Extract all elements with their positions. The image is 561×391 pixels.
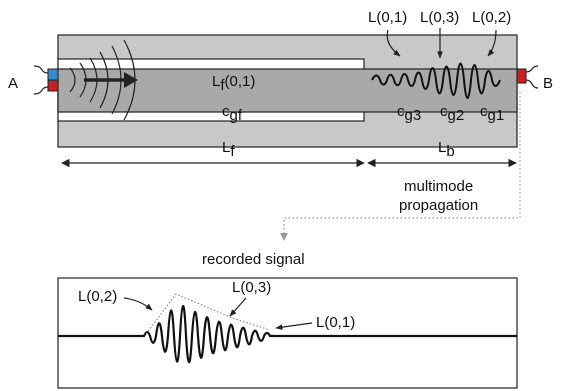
sig-01-label: L(0,1) bbox=[316, 314, 355, 331]
dotted-connector-head bbox=[280, 233, 288, 241]
lf-mode-label: Lf(0,1) bbox=[212, 73, 255, 94]
propagation-arrow-head bbox=[124, 72, 138, 88]
mode-01-arrow bbox=[386, 29, 401, 57]
cg3-label: cg3 bbox=[397, 103, 421, 124]
signal-envelope bbox=[145, 293, 271, 335]
mode-02-top-label: L(0,2) bbox=[472, 9, 511, 26]
sig-02-label: L(0,2) bbox=[78, 288, 117, 305]
sig-03-label: L(0,3) bbox=[232, 279, 271, 296]
cgf-label: cgf bbox=[222, 103, 243, 124]
port-b-label: B bbox=[543, 75, 553, 92]
cg2-label: cg2 bbox=[440, 103, 464, 124]
port-a-label: A bbox=[8, 75, 18, 92]
mode-01-top-label: L(0,1) bbox=[368, 9, 407, 26]
multimode-label: multimode bbox=[404, 178, 473, 195]
mode-03-top-label: L(0,3) bbox=[420, 9, 459, 26]
sig-02-arrow bbox=[123, 297, 153, 311]
sensor-a bbox=[33, 65, 59, 95]
signal-box bbox=[57, 277, 518, 389]
lb-length-label: Lb bbox=[438, 139, 455, 160]
sig-01-arrow bbox=[275, 322, 313, 330]
cg1-label: cg1 bbox=[480, 103, 504, 124]
mode-02-arrow bbox=[487, 29, 497, 57]
wave-packets bbox=[371, 62, 501, 99]
propagation-label: propagation bbox=[399, 197, 478, 214]
signal-trace bbox=[58, 304, 517, 364]
sensor-a-red bbox=[47, 79, 59, 92]
sig-03-arrow bbox=[229, 297, 247, 317]
sensor-b bbox=[516, 65, 539, 89]
sensor-b-red bbox=[516, 68, 527, 84]
recorded-signal-label: recorded signal bbox=[202, 251, 305, 268]
sensor-a-blue bbox=[47, 68, 59, 81]
dotted-connector bbox=[283, 92, 521, 236]
lf-length-label: Lf bbox=[222, 139, 235, 160]
